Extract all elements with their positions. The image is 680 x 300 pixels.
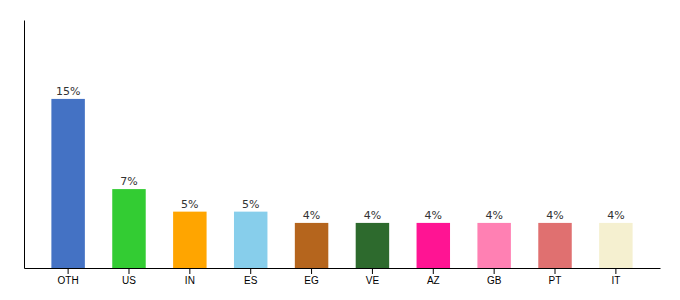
y-axis xyxy=(24,21,25,269)
plot: OTH US IN ES EG VE AZ GB PT IT 15% 7% 5% 5% 4% 4% 4% 4% 4%… xyxy=(25,21,661,287)
data-label: 4% xyxy=(607,209,624,222)
data-label: 5% xyxy=(242,198,259,211)
data-labels: 15% 7% 5% 5% 4% 4% 4% 4% 4% 4% xyxy=(56,85,625,222)
x-tick: US xyxy=(122,268,136,286)
bar xyxy=(112,189,145,268)
x-tick-mark xyxy=(615,268,616,274)
bar xyxy=(356,223,389,268)
x-tick-mark xyxy=(68,268,69,274)
x-tick-label: VE xyxy=(366,275,380,286)
data-label: 15% xyxy=(56,85,80,98)
x-tick-mark xyxy=(189,268,190,274)
bar xyxy=(417,223,450,268)
x-tick-label: US xyxy=(122,275,136,286)
x-tick: EG xyxy=(304,268,319,286)
x-tick-mark xyxy=(494,268,495,274)
x-tick: GB xyxy=(487,268,502,286)
data-label: 4% xyxy=(425,209,442,222)
x-tick-label: GB xyxy=(487,275,502,286)
bar xyxy=(295,223,328,268)
x-tick-label: IN xyxy=(185,275,195,286)
x-tick-mark xyxy=(555,268,556,274)
data-label: 4% xyxy=(546,209,563,222)
bar xyxy=(51,99,84,268)
x-tick: IN xyxy=(185,268,195,286)
x-tick: AZ xyxy=(427,268,440,286)
x-axis: OTH US IN ES EG VE AZ GB PT IT xyxy=(25,268,661,286)
x-tick: VE xyxy=(366,268,380,286)
data-label: 4% xyxy=(303,209,320,222)
x-tick-mark xyxy=(372,268,373,274)
x-tick: ES xyxy=(244,268,258,286)
bar xyxy=(538,223,571,268)
x-tick-label: ES xyxy=(244,275,258,286)
data-label: 5% xyxy=(181,198,198,211)
x-tick-label: AZ xyxy=(427,275,440,286)
x-tick-mark xyxy=(128,268,129,274)
data-label: 4% xyxy=(485,209,502,222)
x-axis-line xyxy=(25,268,661,269)
x-tick-mark xyxy=(250,268,251,274)
data-label: 4% xyxy=(364,209,381,222)
y-axis-line xyxy=(24,21,25,269)
x-tick-label: OTH xyxy=(58,275,79,286)
x-tick: OTH xyxy=(58,268,79,286)
x-tick-mark xyxy=(433,268,434,274)
bar xyxy=(173,212,206,268)
data-label: 7% xyxy=(120,175,137,188)
x-tick-label: PT xyxy=(549,275,562,286)
x-tick-mark xyxy=(311,268,312,274)
x-tick: PT xyxy=(549,268,562,286)
bar xyxy=(599,223,632,268)
bars xyxy=(51,99,632,268)
bar xyxy=(477,223,510,268)
bar xyxy=(234,212,267,268)
x-tick: IT xyxy=(611,268,620,286)
x-tick-label: EG xyxy=(304,275,319,286)
chart: OTH US IN ES EG VE AZ GB PT IT 15% 7% 5% 5% 4% 4% 4% 4% 4%… xyxy=(0,0,680,300)
x-tick-label: IT xyxy=(611,275,620,286)
